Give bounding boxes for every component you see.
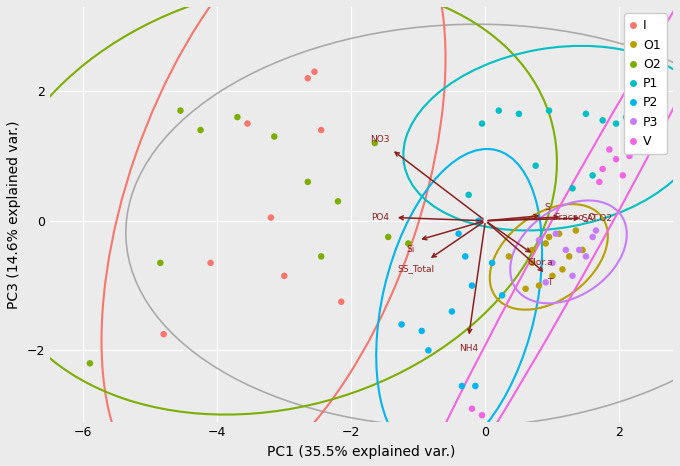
Point [597,116,608,124]
Point [624,152,635,160]
Point [316,126,326,134]
Point [597,165,608,173]
Point [530,162,541,170]
Point [336,298,347,306]
Point [496,292,507,299]
Point [564,253,575,260]
Point [466,282,477,289]
Point [581,110,592,117]
Point [550,230,561,238]
Point [416,327,427,335]
Point [604,146,615,153]
Point [269,133,279,140]
Point [567,272,578,280]
Point [541,279,551,286]
Point [534,282,545,289]
Text: PO4: PO4 [371,213,389,222]
Point [621,113,632,121]
Point [316,253,326,260]
Y-axis label: PC3 (14.6% explained var.): PC3 (14.6% explained var.) [7,120,21,308]
Point [303,75,313,82]
Point [466,405,477,412]
Point [477,120,488,127]
Point [447,308,458,315]
Point [527,246,538,254]
Point [403,240,413,247]
Point [242,120,253,127]
Point [265,214,276,221]
Text: SS_Total: SS_Total [398,264,435,273]
Point [470,382,481,390]
Point [473,217,484,225]
Point [423,347,434,354]
Point [541,240,551,247]
Point [560,246,571,254]
Point [175,107,186,114]
Text: Si: Si [406,245,415,254]
Point [611,156,622,163]
Point [396,321,407,328]
Point [554,230,564,238]
Point [534,236,545,244]
Point [303,178,313,185]
Text: Fracao_O: Fracao_O [554,212,595,221]
Point [571,227,581,234]
Point [590,227,601,234]
Point [463,191,474,199]
Point [456,382,467,390]
Point [232,113,243,121]
Point [617,171,628,179]
Point [547,272,558,280]
Point [453,230,464,238]
Point [527,259,538,267]
Point [369,139,380,147]
Point [588,233,598,241]
Point [611,120,622,127]
Point [543,233,554,241]
Point [460,253,471,260]
Point [574,246,585,254]
Point [84,360,95,367]
Point [520,285,531,293]
Text: S: S [545,203,551,212]
Point [567,185,578,192]
Point [543,107,554,114]
Point [588,171,598,179]
Point [594,178,605,185]
Point [547,259,558,267]
Point [383,233,394,241]
Point [577,246,588,254]
Point [155,259,166,267]
Point [309,68,320,75]
Point [513,110,524,117]
Point [581,253,592,260]
Text: SAT.O2: SAT.O2 [582,214,613,223]
Text: NH4: NH4 [459,344,478,353]
Text: Clor.a: Clor.a [528,258,553,267]
Point [494,107,505,114]
Legend: I, O1, O2, P1, P2, P3, V: I, O1, O2, P1, P2, P3, V [624,13,667,154]
Point [557,266,568,273]
Text: T: T [547,278,552,287]
X-axis label: PC1 (35.5% explained var.): PC1 (35.5% explained var.) [267,445,456,459]
Point [477,411,488,419]
Text: NO3: NO3 [370,135,389,144]
Point [279,272,290,280]
Point [205,259,216,267]
Point [333,198,343,205]
Point [487,259,498,267]
Point [195,126,206,134]
Point [503,253,514,260]
Point [158,330,169,338]
